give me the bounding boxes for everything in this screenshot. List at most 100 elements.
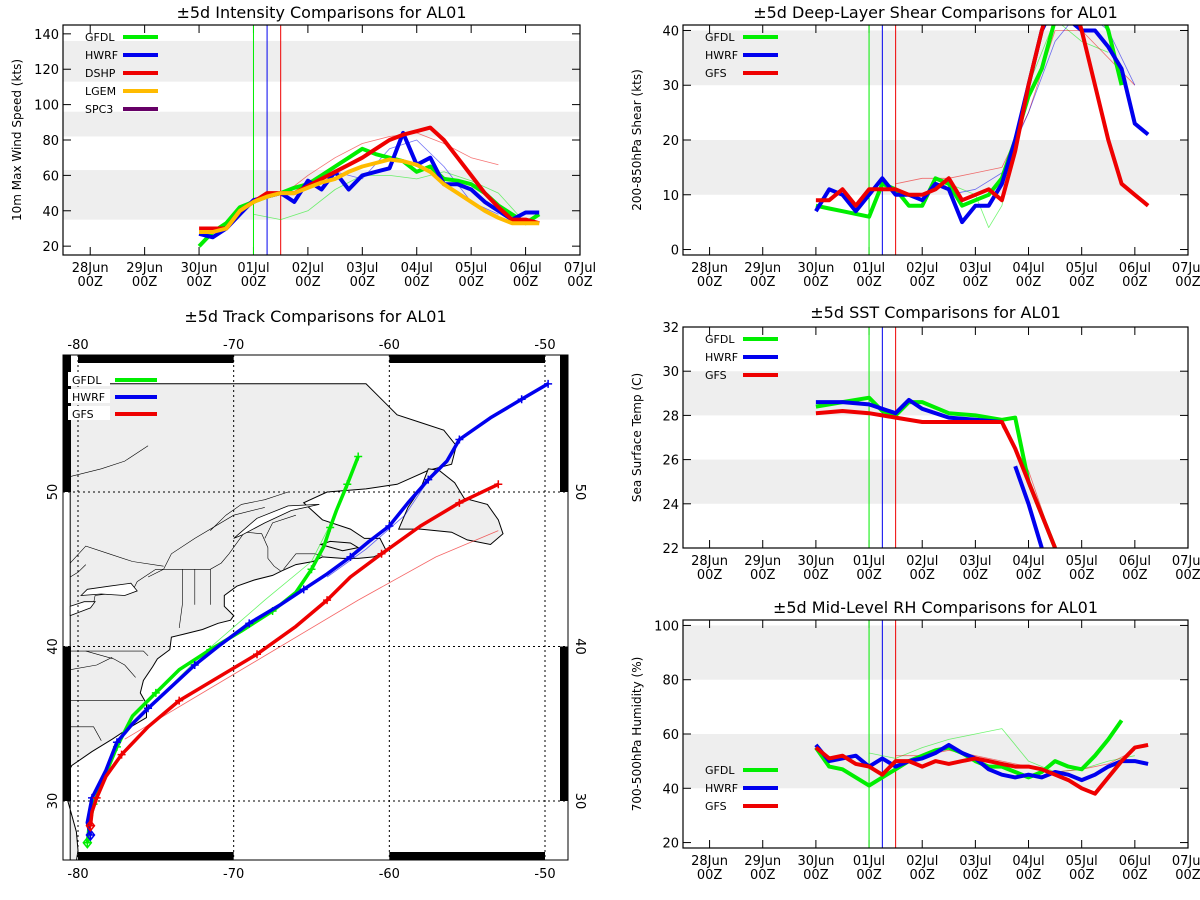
x-tick-hour: 00Z	[241, 275, 267, 290]
x-tick-hour: 00Z	[856, 568, 882, 583]
x-tick-date: 30Jun	[797, 261, 834, 276]
x-tick-hour: 00Z	[1175, 275, 1200, 290]
background-band	[683, 625, 1188, 680]
track-marker	[245, 619, 254, 628]
x-tick-hour: 00Z	[697, 275, 723, 290]
x-tick-date: 29Jun	[744, 261, 781, 276]
series-line-gfdl-thin	[922, 25, 1109, 229]
x-tick-hour: 00Z	[1122, 275, 1148, 290]
political-border	[210, 491, 289, 531]
track-marker	[112, 738, 121, 747]
x-tick-hour: 00Z	[1122, 868, 1148, 883]
rh-chart: ±5d Mid-Level RH Comparisons for AL01 700…	[630, 598, 1200, 883]
x-tick-hour: 00Z	[513, 275, 539, 290]
y-tick-label: 80	[42, 134, 59, 149]
track-marker	[86, 821, 95, 830]
longitude-label-top: -60	[379, 338, 400, 353]
longitude-label-bottom: -80	[67, 867, 88, 882]
x-tick-hour: 00Z	[1016, 868, 1042, 883]
x-tick-date: 01Jul	[853, 261, 885, 276]
x-tick-hour: 00Z	[697, 868, 723, 883]
x-tick-date: 06Jul	[1119, 854, 1151, 869]
x-tick-hour: 00Z	[803, 868, 829, 883]
x-tick-date: 02Jul	[906, 554, 938, 569]
track-marker	[299, 585, 308, 594]
x-tick-hour: 00Z	[1016, 568, 1042, 583]
series-line-lgem	[199, 157, 540, 234]
x-tick-date: 03Jul	[959, 554, 991, 569]
y-axis-label: 200-850hPa Shear (kts)	[630, 69, 644, 211]
x-tick-date: 04Jul	[1012, 554, 1044, 569]
track-marker	[151, 688, 160, 697]
x-tick-hour: 00Z	[77, 275, 103, 290]
legend-label: GFDL	[705, 764, 735, 777]
background-band	[63, 111, 580, 137]
y-tick-label: 20	[662, 837, 679, 852]
series-line-gfdl-thin	[869, 728, 1135, 773]
x-tick-date: 01Jul	[237, 261, 269, 276]
x-tick-hour: 00Z	[803, 568, 829, 583]
track-marker	[354, 452, 363, 461]
x-tick-date: 06Jul	[509, 261, 541, 276]
x-tick-hour: 00Z	[1069, 868, 1095, 883]
track-marker	[346, 552, 355, 561]
x-tick-hour: 00Z	[1175, 868, 1200, 883]
land-mass	[63, 383, 457, 860]
track-line-gfs	[88, 482, 500, 826]
x-tick-date: 30Jun	[181, 261, 218, 276]
x-tick-hour: 00Z	[697, 568, 723, 583]
political-border	[85, 650, 136, 678]
track-marker	[117, 750, 126, 759]
x-tick-hour: 00Z	[1016, 275, 1042, 290]
x-tick-date: 07Jul	[1172, 554, 1200, 569]
track-line-hwrf	[85, 382, 549, 836]
y-tick-label: 30	[662, 79, 679, 94]
legend-label: GFS	[72, 408, 94, 421]
track-map: ±5d Track Comparisons for AL01 -80 -80 -70 -…	[46, 307, 587, 882]
x-tick-date: 05Jul	[455, 261, 487, 276]
y-tick-label: 140	[34, 28, 59, 43]
track-marker	[307, 565, 316, 574]
x-tick-date: 05Jul	[1066, 854, 1098, 869]
x-tick-date: 06Jul	[1119, 554, 1151, 569]
intensity-chart: ±5d Intensity Comparisons for AL01 10m Ma…	[10, 3, 596, 290]
legend-text-bg	[68, 389, 110, 403]
x-tick-hour: 00Z	[458, 275, 484, 290]
track-marker	[144, 704, 153, 713]
x-tick-date: 03Jul	[346, 261, 378, 276]
x-tick-date: 03Jul	[959, 854, 991, 869]
legend-label: HWRF	[85, 49, 118, 62]
chart-title: ±5d Deep-Layer Shear Comparisons for AL0…	[753, 3, 1118, 22]
x-tick-hour: 00Z	[803, 275, 829, 290]
track-marker	[86, 830, 95, 839]
x-tick-date: 29Jun	[126, 261, 163, 276]
y-tick-label: 30	[662, 365, 679, 380]
track-marker	[377, 549, 386, 558]
track-marker	[92, 793, 101, 802]
series-line-hwrf	[814, 25, 1150, 225]
lake-erie	[69, 601, 96, 617]
chart-title: ±5d Intensity Comparisons for AL01	[176, 3, 466, 22]
y-tick-label: 26	[662, 454, 679, 469]
y-tick-label: 0	[671, 244, 679, 259]
shear-chart: ±5d Deep-Layer Shear Comparisons for AL0…	[630, 3, 1200, 290]
frame-bar-right	[560, 355, 568, 492]
background-band	[683, 459, 1188, 504]
chart-title: ±5d SST Comparisons for AL01	[810, 303, 1061, 322]
legend-text-bg	[68, 406, 110, 420]
x-tick-date: 30Jun	[797, 854, 834, 869]
longitude-label-bottom: -50	[534, 867, 555, 882]
y-tick-label: 40	[42, 205, 59, 220]
chart-title: ±5d Mid-Level RH Comparisons for AL01	[773, 598, 1098, 617]
x-tick-hour: 00Z	[186, 275, 212, 290]
x-tick-date: 30Jun	[797, 554, 834, 569]
frame-bar-left	[63, 646, 71, 801]
political-border	[70, 657, 113, 670]
series-line-gfs	[815, 25, 1150, 208]
y-tick-label: 40	[662, 782, 679, 797]
y-tick-label: 22	[662, 542, 679, 557]
x-tick-date: 07Jul	[564, 261, 596, 276]
political-border	[70, 445, 149, 477]
legend-label: GFDL	[705, 333, 735, 346]
y-tick-label: 80	[662, 674, 679, 689]
